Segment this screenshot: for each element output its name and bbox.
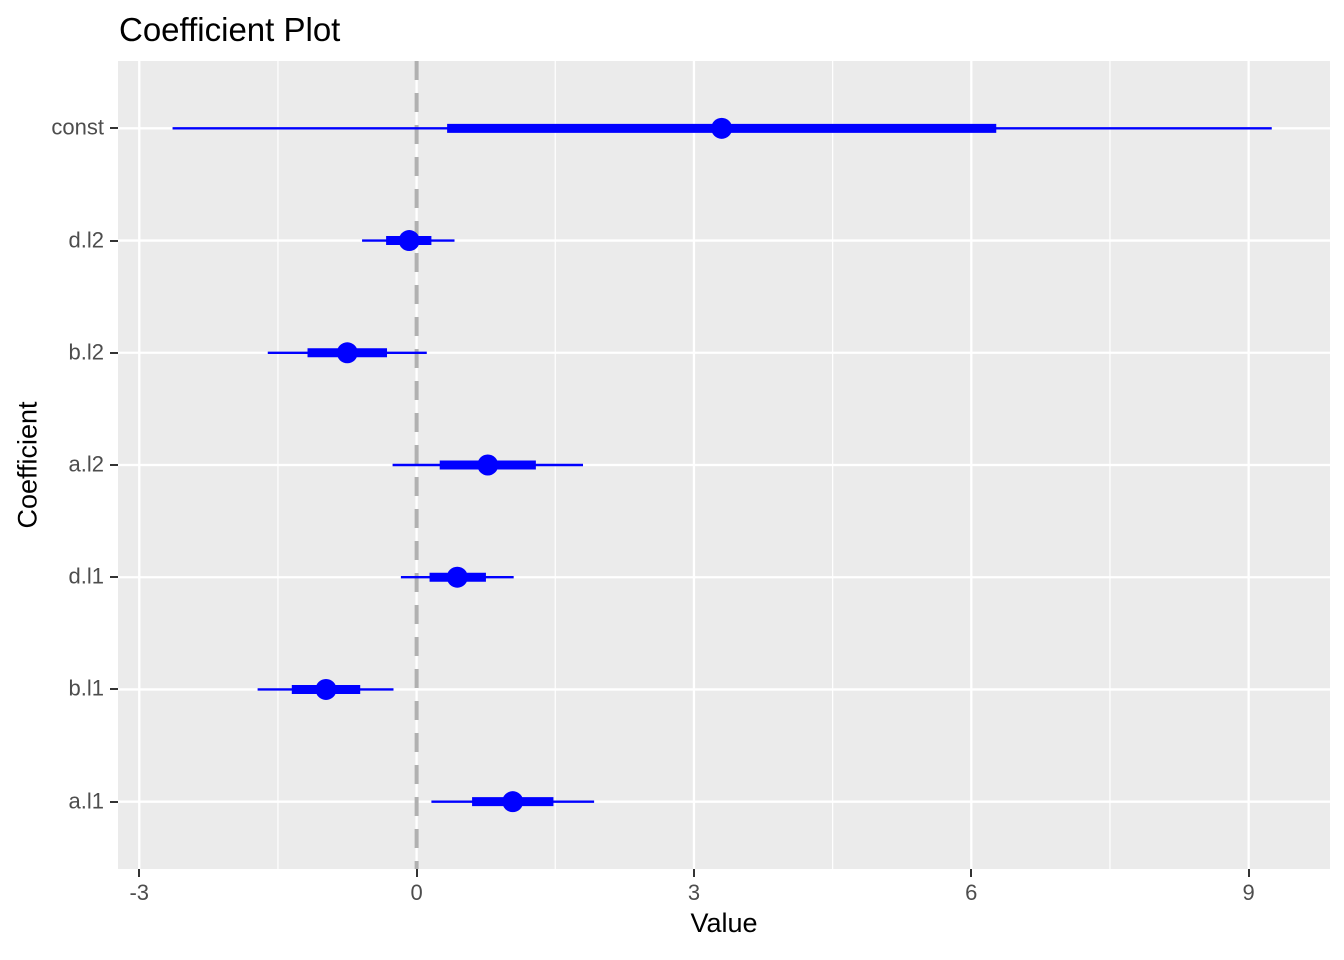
y-tick-label: a.l2 xyxy=(68,451,104,477)
point-estimate-a.l1 xyxy=(502,791,524,813)
y-tick-mark xyxy=(110,127,118,130)
x-axis-title: Value xyxy=(690,908,758,938)
point-estimate-b.l1 xyxy=(315,678,337,700)
chart-canvas xyxy=(118,61,1330,869)
point-estimate-const xyxy=(711,117,733,139)
y-tick-mark xyxy=(110,576,118,579)
x-tick-mark xyxy=(692,869,695,877)
point-estimate-a.l2 xyxy=(477,454,499,476)
x-tick-mark xyxy=(138,869,141,877)
y-tick-label: a.l1 xyxy=(68,788,104,814)
y-tick-label: const xyxy=(51,114,104,140)
y-tick-label: b.l2 xyxy=(68,339,104,365)
y-tick-label: d.l1 xyxy=(68,563,104,589)
y-tick-mark xyxy=(110,351,118,354)
point-estimate-d.l2 xyxy=(398,230,420,252)
point-estimate-d.l1 xyxy=(446,566,468,588)
x-tick-mark xyxy=(1247,869,1250,877)
x-tick-label: -3 xyxy=(129,880,150,905)
plot-panel xyxy=(118,61,1330,869)
plot-title: Coefficient Plot xyxy=(119,11,341,48)
x-tick-mark xyxy=(415,869,418,877)
x-tick-label: 0 xyxy=(410,880,423,905)
x-tick-label: 9 xyxy=(1242,880,1255,905)
y-tick-mark xyxy=(110,239,118,242)
x-tick-label: 6 xyxy=(965,880,978,905)
y-tick-mark xyxy=(110,688,118,691)
x-tick-mark xyxy=(970,869,973,877)
y-tick-label: b.l1 xyxy=(68,675,104,701)
point-estimate-b.l2 xyxy=(336,342,358,364)
y-tick-label: d.l2 xyxy=(68,227,104,253)
y-tick-mark xyxy=(110,800,118,803)
x-tick-label: 3 xyxy=(687,880,701,905)
y-tick-mark xyxy=(110,464,118,466)
